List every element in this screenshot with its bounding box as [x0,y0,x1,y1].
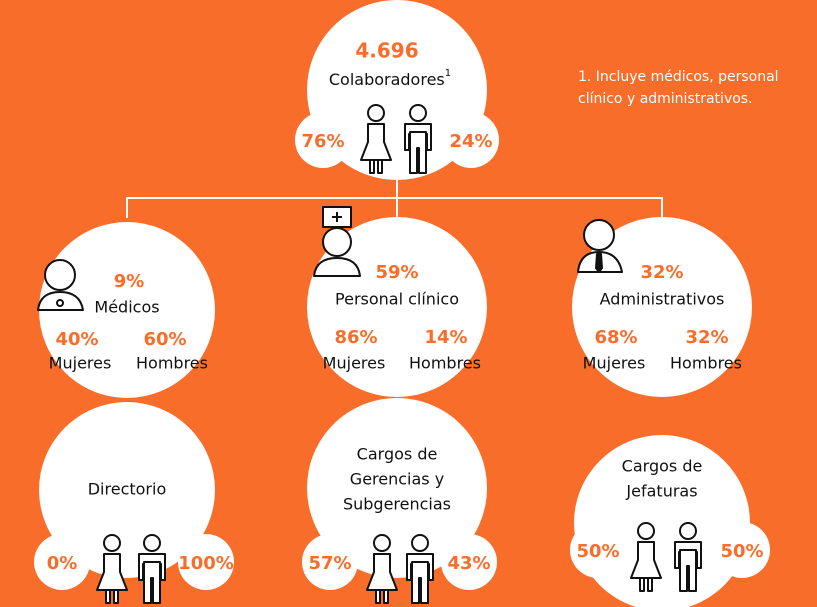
women-circle [34,534,90,590]
total-value: 4.696 [355,39,418,63]
men-label: Hombres [670,354,742,373]
women-pct: 57% [308,553,351,574]
group-label: Personal clínico [335,290,459,309]
women-label: Mujeres [583,354,646,373]
men-label: Hombres [409,354,481,373]
leadership: Directorio Cargos de Gerencias y Subgere… [34,398,770,607]
men-pct: 50% [720,541,763,562]
women-pct: 40% [55,329,98,350]
group-share: 9% [114,271,145,292]
women-circle [302,534,358,590]
leadership-label: Subgerencias [343,495,451,514]
leadership-label: Jefaturas [625,482,697,501]
admin-icon [577,219,623,273]
men-pct: 24% [449,131,492,152]
women-pct: 76% [301,131,344,152]
men-circle [178,534,234,590]
women-pct: 50% [576,541,619,562]
doctor-icon [37,259,84,311]
total-label-text: Colaboradores [329,70,445,89]
men-circle [714,522,770,578]
group-share: 32% [640,262,683,283]
connectors [126,180,663,218]
total-circle [307,0,487,180]
women-circle [570,522,626,578]
men-pct: 32% [685,327,728,348]
women-pct: 0% [47,553,78,574]
nurse-icon [313,206,361,277]
footnote-ref: 1 [445,68,451,79]
group-label: Administrativos [600,290,725,309]
leadership-label: Cargos de [357,445,438,464]
men-pct: 60% [143,329,186,350]
group-circle [39,222,215,398]
total-label: Colaboradores1 [329,68,451,89]
women-circle [295,112,351,168]
women-label: Mujeres [49,354,112,373]
men-pct: 14% [424,327,467,348]
group-label: Médicos [94,298,159,317]
men-circle [443,112,499,168]
leadership-circle [307,398,487,578]
leadership-label: Gerencias y [350,470,444,489]
leadership-label: Directorio [88,480,167,499]
leadership-label: Cargos de [622,457,703,476]
men-label: Hombres [136,354,208,373]
women-pct: 68% [594,327,637,348]
footnote-line: 1. Incluye médicos, personal [578,69,779,85]
women-label: Mujeres [323,354,386,373]
groups: 9% Médicos 40% 60% Mujeres Hombres 59% P… [37,206,752,398]
men-pct: 43% [447,553,490,574]
men-circle [441,534,497,590]
footnote-line: clínico y administrativos. [578,91,753,107]
men-pct: 100% [178,553,234,574]
leadership-circle [39,402,215,578]
group-share: 59% [375,262,418,283]
women-pct: 86% [334,327,377,348]
